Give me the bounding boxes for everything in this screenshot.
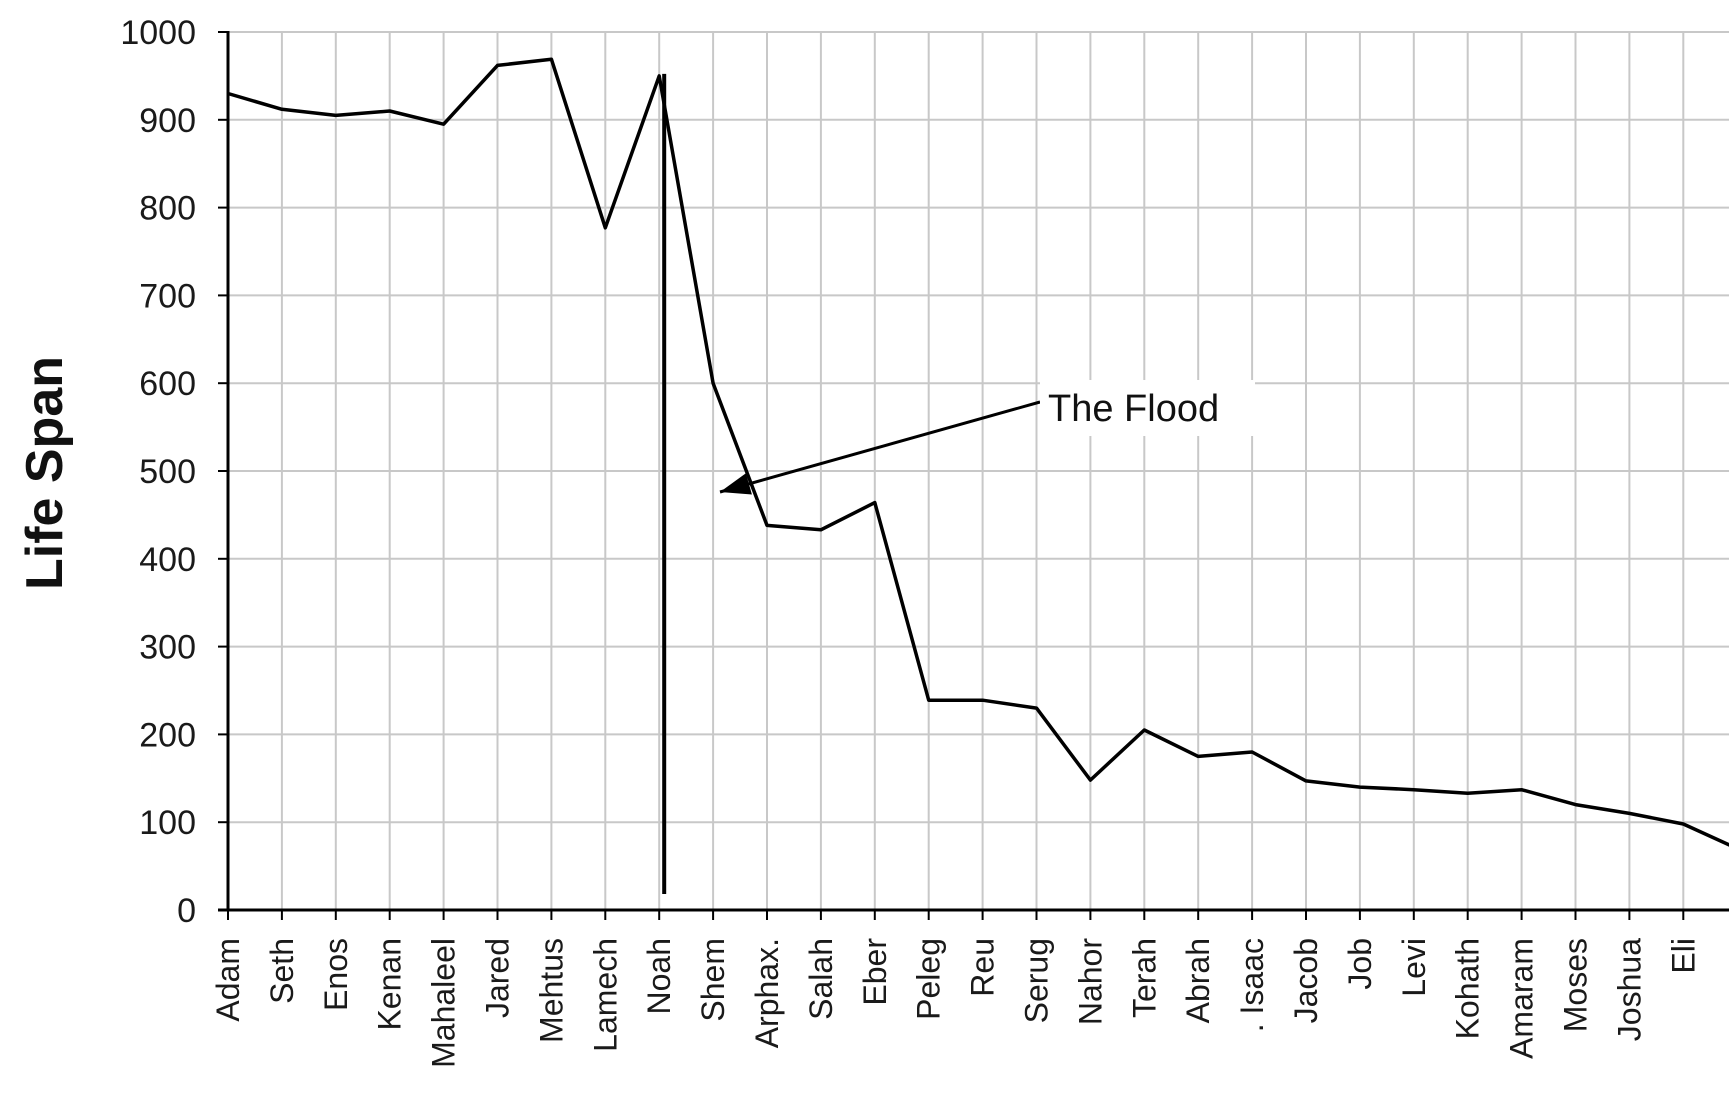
- y-tick-label: 900: [139, 102, 196, 140]
- x-tick-label: Eber: [857, 938, 893, 1006]
- y-tick-label: 500: [139, 453, 196, 491]
- x-tick-label: Jacob: [1288, 938, 1324, 1023]
- x-tick-label: Shem: [695, 938, 731, 1022]
- y-tick-label: 400: [139, 541, 196, 579]
- x-tick-label: Terah: [1126, 938, 1162, 1018]
- annotation-arrow-head: [720, 473, 752, 495]
- x-tick-label: Eli: [1665, 938, 1701, 974]
- x-tick-label: Moses: [1558, 938, 1594, 1032]
- annotation-label-bg: [1040, 380, 1255, 436]
- annotation-label: The Flood: [1048, 388, 1219, 430]
- x-tick-labels: Adam Seth Enos Kenan Mahaleel Jared Mehtus Lame…: [210, 938, 1701, 1068]
- annotations: The Flood: [662, 73, 1255, 894]
- y-tick-label: 200: [139, 716, 196, 754]
- y-tick-label: 300: [139, 629, 196, 667]
- y-tick-label: 1000: [120, 14, 196, 52]
- x-tick-label: Amaram: [1504, 938, 1540, 1059]
- y-tick-label: 800: [139, 190, 196, 228]
- grid: [228, 31, 1729, 910]
- y-tick-label: 0: [177, 892, 196, 930]
- axes: [218, 31, 1729, 920]
- x-tick-label: Abrah: [1180, 938, 1216, 1023]
- x-tick-label: Jared: [480, 938, 516, 1018]
- series: [227, 57, 1729, 847]
- x-tick-label: Mahaleel: [426, 938, 462, 1068]
- x-tick-label: Enos: [318, 938, 354, 1011]
- x-tick-label: Serug: [1019, 938, 1055, 1023]
- x-tick-label: Noah: [641, 938, 677, 1015]
- y-tick-labels: 0 100 200 300 400 500 600 700 800 900 1000: [120, 14, 196, 930]
- annotation-arrow-shaft: [719, 400, 1041, 494]
- series-line: [227, 57, 1729, 847]
- x-tick-label: Levi: [1396, 938, 1432, 997]
- y-tick-label: 700: [139, 277, 196, 315]
- x-tick-label: Kenan: [372, 938, 408, 1031]
- x-tick-label: Seth: [264, 938, 300, 1004]
- y-axis-label: Life Span: [16, 356, 74, 590]
- y-tick-label: 600: [139, 365, 196, 403]
- x-tick-label: Reu: [965, 938, 1001, 997]
- x-tick-label: Peleg: [911, 938, 947, 1020]
- x-tick-label: Kohath: [1450, 938, 1486, 1039]
- x-tick-label: Salah: [803, 938, 839, 1020]
- x-tick-label: Lamech: [587, 938, 623, 1052]
- x-tick-label: Adam: [210, 938, 246, 1022]
- y-tick-label: 100: [139, 804, 196, 842]
- x-tick-label: . Isaac: [1234, 938, 1270, 1032]
- x-tick-label: Job: [1342, 938, 1378, 990]
- x-tick-label: Nahor: [1072, 938, 1108, 1026]
- x-tick-label: Mehtus: [533, 938, 569, 1043]
- x-tick-label: Arphax.: [749, 938, 785, 1048]
- x-tick-label: Joshua: [1611, 938, 1647, 1041]
